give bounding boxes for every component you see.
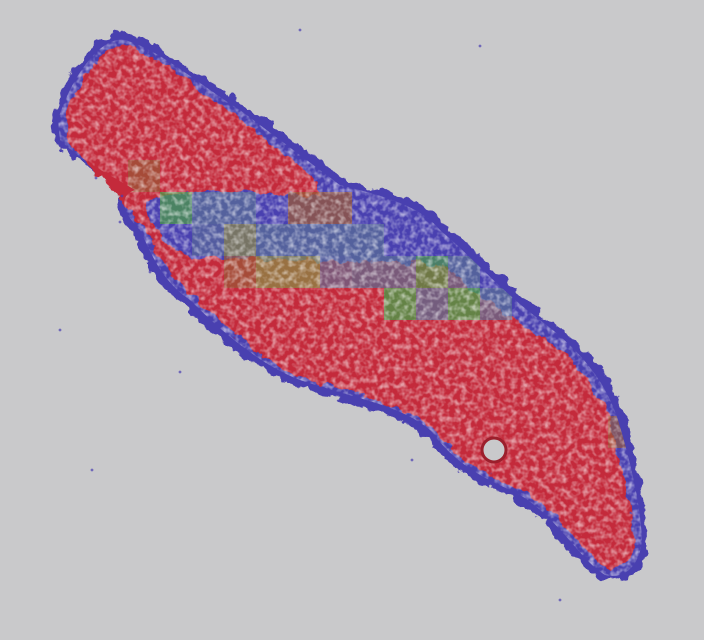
debris-speck: [148, 270, 152, 274]
debris-speck: [410, 458, 414, 462]
debris-speck: [558, 598, 562, 602]
debris-speck: [178, 370, 182, 374]
tissue-hole: [480, 436, 508, 464]
debris-speck: [94, 176, 98, 180]
debris-speck: [342, 178, 346, 182]
debris-speck: [478, 44, 482, 48]
debris-speck: [298, 28, 302, 32]
debris-speck: [118, 220, 122, 224]
debris-speck: [90, 468, 94, 472]
heatmap-tile: [640, 416, 642, 448]
debris-specks: [58, 28, 562, 602]
debris-speck: [120, 194, 124, 198]
debris-speck: [58, 328, 62, 332]
heatmap-tile: [672, 480, 704, 512]
